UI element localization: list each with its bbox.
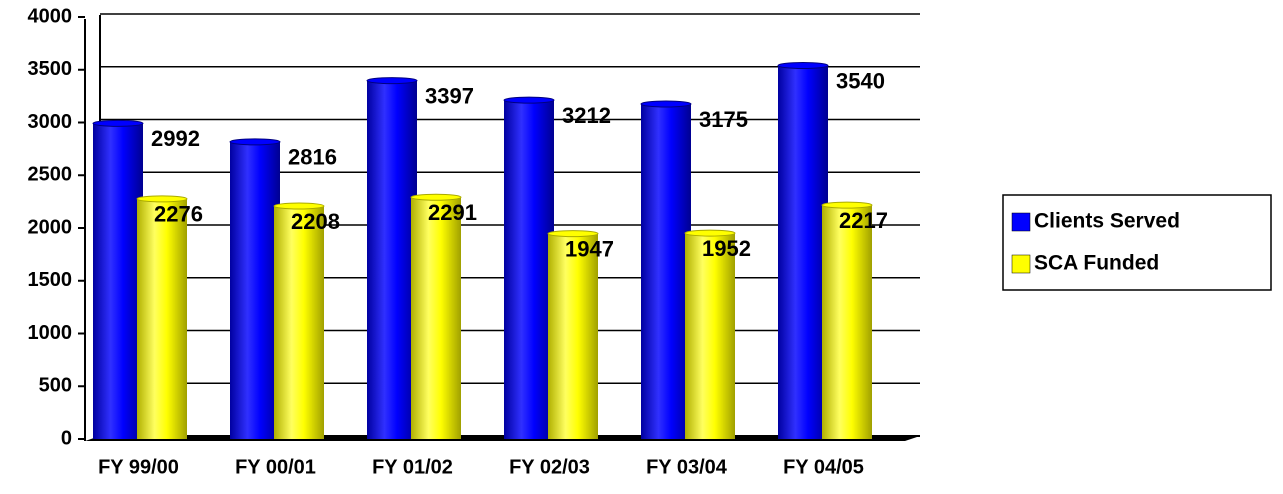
x-tick-label: FY 01/02: [372, 456, 453, 478]
bar-top: [777, 62, 829, 70]
legend-label: SCA Funded: [1034, 252, 1159, 275]
data-label: 3175: [699, 107, 748, 132]
x-tick-label: FY 99/00: [98, 456, 179, 478]
data-label: 2992: [151, 126, 200, 151]
bar: [685, 233, 735, 439]
bar-top: [366, 77, 418, 85]
bar: [641, 104, 691, 439]
x-tick-label: FY 02/03: [509, 456, 590, 478]
y-tick-label: 1000: [28, 322, 73, 344]
bar: [230, 141, 280, 440]
y-tick-label: 2500: [28, 164, 73, 186]
x-tick-label: FY 00/01: [235, 456, 316, 478]
bar-top: [92, 119, 144, 127]
bar: [548, 233, 598, 439]
data-label: 2208: [291, 209, 340, 234]
bar: [778, 65, 828, 439]
bar-top: [273, 202, 325, 210]
x-tick-label: FY 04/05: [783, 456, 864, 478]
legend-box: [1002, 194, 1272, 291]
bar: [822, 205, 872, 439]
bar-top: [684, 229, 736, 237]
bar-top: [229, 138, 281, 146]
bar: [504, 100, 554, 439]
bar-top: [640, 100, 692, 108]
data-label: 3212: [562, 103, 611, 128]
y-tick-label: 0: [61, 427, 72, 449]
y-tick-label: 2000: [28, 216, 73, 238]
data-label: 2217: [839, 208, 888, 233]
bar: [411, 197, 461, 439]
data-label: 3397: [425, 83, 474, 108]
data-label: 1947: [565, 236, 614, 261]
bar-top: [503, 96, 555, 104]
bar: [93, 123, 143, 440]
y-tick-label: 500: [39, 375, 72, 397]
bar: [137, 198, 187, 439]
x-tick-label: FY 03/04: [646, 456, 728, 478]
legend-label: Clients Served: [1034, 210, 1180, 233]
bar-top: [547, 230, 599, 238]
y-tick-label: 3000: [28, 111, 73, 133]
bar-top: [821, 201, 873, 209]
bar: [274, 206, 324, 439]
legend-swatch: [1011, 254, 1031, 274]
legend-swatch: [1011, 212, 1031, 232]
y-tick-label: 4000: [28, 5, 73, 27]
data-label: 2291: [428, 200, 477, 225]
y-tick-label: 1500: [28, 269, 73, 291]
bar-top: [410, 193, 462, 201]
data-label: 1952: [702, 236, 751, 261]
data-label: 2816: [288, 145, 337, 170]
bar: [367, 80, 417, 439]
data-label: 2276: [154, 202, 203, 227]
y-tick-label: 3500: [28, 58, 73, 80]
bar-top: [136, 195, 188, 203]
data-label: 3540: [836, 68, 885, 93]
